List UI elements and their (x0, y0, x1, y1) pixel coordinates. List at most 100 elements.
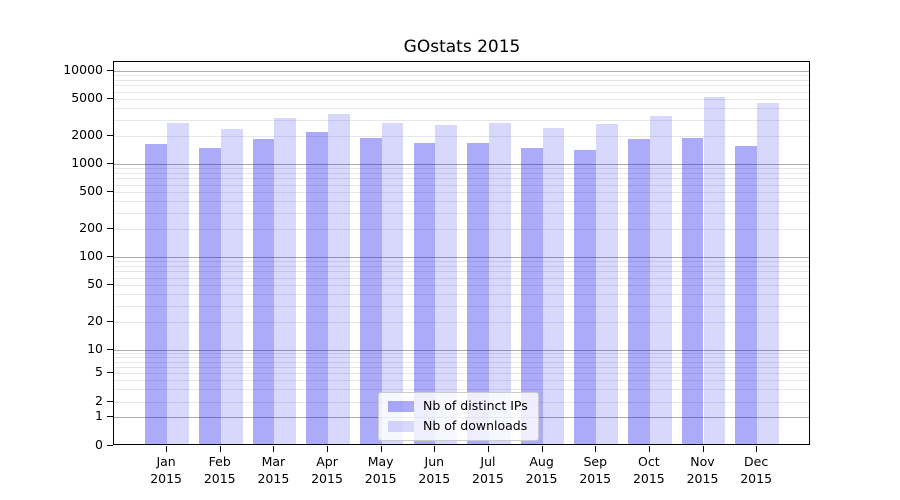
plot-area: Nb of distinct IPs Nb of downloads (113, 61, 810, 445)
bar-jun-downloads (435, 125, 458, 444)
gridline-minor (114, 119, 809, 121)
x-tick-mark (166, 446, 168, 452)
gridline-major (114, 164, 809, 165)
gridline-minor (114, 178, 809, 180)
bar-jan-downloads (167, 123, 189, 444)
y-tick-mark (107, 163, 113, 164)
gridline-minor (114, 389, 809, 391)
legend-entry-downloads: Nb of downloads (388, 419, 528, 433)
x-tick-mark (595, 446, 597, 452)
gridline-minor (114, 277, 809, 279)
legend-label-distinct-ips: Nb of distinct IPs (423, 398, 528, 413)
y-tick-mark (107, 256, 113, 257)
y-tick-mark (107, 70, 113, 71)
x-tick-label-dec: Dec 2015 (740, 454, 773, 486)
bar-aug-distinct-ips (520, 148, 543, 444)
y-tick-mark (107, 372, 113, 373)
gridline-minor (114, 80, 809, 81)
x-tick-label-oct: Oct 2015 (632, 454, 665, 486)
gridline-minor (114, 380, 809, 382)
bar-aug-downloads (542, 128, 565, 444)
y-tick-mark (107, 190, 113, 192)
x-tick-mark (219, 446, 221, 452)
legend-entry-distinct-ips: Nb of distinct IPs (388, 399, 528, 413)
x-tick-label-sep: Sep 2015 (579, 454, 612, 486)
x-tick-label-nov: Nov 2015 (686, 454, 719, 486)
x-tick-label-jun: Jun 2015 (418, 454, 451, 486)
y-tick-label: 0 (95, 436, 103, 452)
chart-title: GOstats 2015 (403, 37, 521, 57)
y-tick-label: 200 (79, 220, 103, 235)
y-tick-label: 2 (95, 393, 103, 408)
gridline-minor (114, 212, 809, 214)
bar-apr-downloads (328, 113, 350, 444)
x-tick-mark (487, 446, 489, 452)
y-tick-label: 5000 (71, 89, 103, 105)
y-tick-label: 20 (87, 313, 103, 328)
y-tick-mark (107, 283, 113, 285)
y-tick-label: 100 (79, 248, 103, 263)
gridline-minor (114, 85, 809, 87)
x-tick-mark (434, 446, 436, 452)
y-tick-label: 2000 (71, 127, 103, 142)
gridline-minor (114, 266, 809, 267)
bar-jul-downloads (488, 123, 511, 444)
y-tick-label: 50 (87, 275, 103, 291)
gridline-major (114, 350, 809, 351)
bar-jul-distinct-ips (467, 143, 489, 444)
x-tick-label-mar: Mar 2015 (257, 454, 290, 486)
gridline-minor (114, 261, 809, 263)
gridline-minor (114, 322, 809, 323)
legend-label-downloads: Nb of downloads (423, 418, 528, 433)
gridline-minor (114, 271, 809, 273)
bar-apr-distinct-ips (306, 132, 329, 444)
y-tick-label: 10 (87, 341, 103, 356)
gridline-minor (114, 98, 809, 100)
x-tick-mark (327, 446, 329, 452)
x-tick-label-jul: Jul 2015 (472, 454, 504, 486)
bar-jan-distinct-ips (145, 144, 168, 444)
y-tick-mark (107, 228, 113, 229)
legend: Nb of distinct IPs Nb of downloads (378, 392, 539, 441)
bar-sep-downloads (596, 124, 619, 444)
bar-dec-distinct-ips (735, 145, 758, 444)
gridline-minor (114, 75, 809, 77)
y-tick-label: 1000 (71, 155, 103, 170)
legend-swatch-distinct-ips (388, 400, 414, 412)
gridline-minor (114, 173, 809, 174)
bar-sep-distinct-ips (574, 149, 597, 444)
y-tick-label: 500 (79, 182, 103, 198)
gridline-minor (114, 136, 809, 137)
gridline-minor (114, 361, 809, 363)
x-tick-label-apr: Apr 2015 (311, 454, 343, 486)
bar-may-downloads (381, 122, 404, 444)
gridline-minor (114, 191, 809, 193)
x-tick-label-jan: Jan 2015 (150, 454, 182, 486)
bar-nov-distinct-ips (681, 138, 704, 444)
x-tick-mark (702, 446, 704, 452)
y-tick-mark (107, 444, 113, 446)
gridline-minor (114, 353, 809, 355)
bar-mar-downloads (274, 117, 297, 444)
x-tick-label-may: May 2015 (364, 454, 397, 486)
bar-feb-distinct-ips (198, 148, 221, 444)
gridline-minor (114, 294, 809, 295)
bar-may-distinct-ips (359, 138, 382, 444)
y-tick-mark (107, 97, 113, 99)
bar-feb-downloads (220, 129, 243, 444)
bar-nov-downloads (703, 97, 726, 444)
gridline-major (114, 257, 809, 258)
gridline-minor (114, 284, 809, 286)
gridline-minor (114, 184, 809, 186)
gridline-major (114, 71, 809, 72)
x-tick-label-aug: Aug 2015 (525, 454, 558, 486)
x-tick-mark (273, 446, 275, 452)
bar-mar-distinct-ips (252, 139, 275, 444)
x-tick-mark (380, 446, 382, 452)
x-tick-mark (648, 446, 650, 452)
y-tick-mark (107, 401, 113, 402)
x-tick-label-feb: Feb 2015 (203, 454, 236, 486)
gridline-minor (114, 91, 809, 93)
y-tick-mark (107, 416, 113, 417)
